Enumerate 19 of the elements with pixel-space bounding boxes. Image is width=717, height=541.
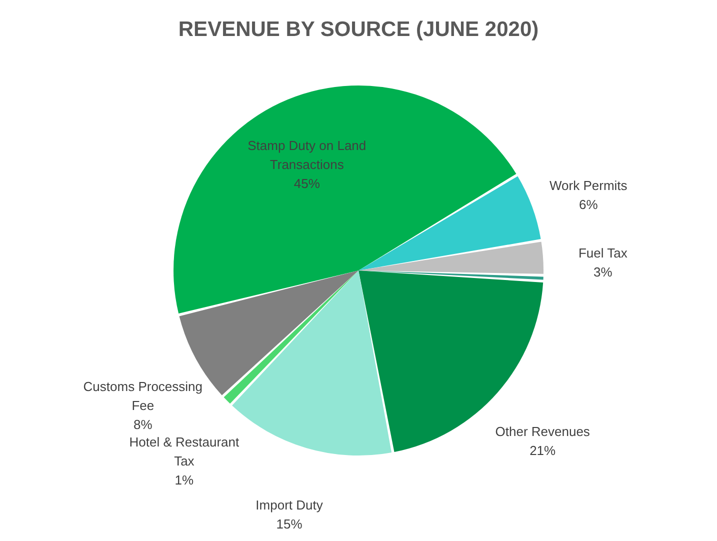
pie-slice [358,176,541,270]
data-label: 21% [530,443,556,458]
data-label: 3% [594,264,613,280]
data-label: 15% [276,516,303,532]
slice-label: Import Duty [256,498,324,513]
pie-slice [224,270,358,404]
chart-title: REVENUE BY SOURCE (JUNE 2020) [178,18,539,41]
pie-slice [358,242,544,274]
data-label: 8% [134,416,153,432]
data-label: 6% [579,196,598,212]
slice-label: Customs Processing Fee [83,378,203,413]
data-label: 45% [294,176,320,191]
data-label: 1% [174,472,194,488]
slice-label: Stamp Duty on Land Transactions [248,138,366,172]
slice-label: Hotel & Restaurant Tax [129,434,240,469]
slice-label: Work Permits [550,178,628,193]
slice-label: Other Revenues [495,424,590,440]
slice-label: Fuel Tax [578,246,628,261]
pie-slice [174,86,516,314]
